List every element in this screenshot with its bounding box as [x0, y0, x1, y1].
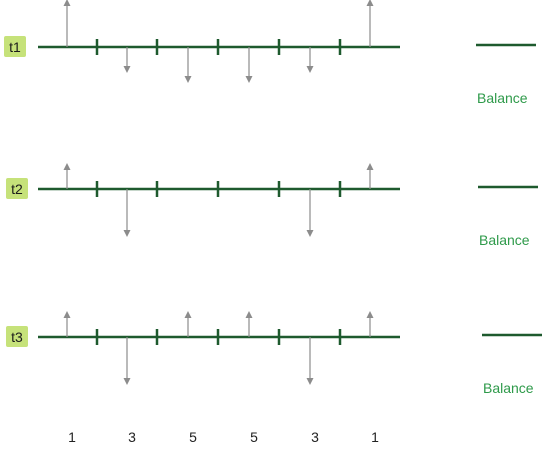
timelines-group: t1 Balance t2 Balance t3 Balance [4, 0, 542, 396]
arrowhead [63, 311, 71, 318]
arrowhead [306, 66, 314, 73]
outflow-arrow [123, 189, 131, 237]
arrowhead [63, 163, 71, 170]
timeline-row-t2: t2 Balance [6, 163, 538, 248]
arrowhead [306, 230, 314, 237]
column-label-3: 5 [189, 429, 197, 445]
inflow-arrow [245, 311, 253, 337]
row-label: t2 [11, 181, 23, 197]
arrowhead [245, 311, 253, 318]
column-label-4: 5 [250, 429, 258, 445]
arrowhead [366, 0, 374, 6]
arrowhead [366, 163, 374, 170]
arrowhead [123, 66, 131, 73]
arrowhead [306, 378, 314, 385]
outflow-arrow [306, 189, 314, 237]
column-label-5: 3 [311, 429, 319, 445]
column-label-6: 1 [371, 429, 379, 445]
row-label: t1 [9, 39, 21, 55]
timeline-row-t3: t3 Balance [6, 311, 542, 396]
row-label-highlight [6, 178, 28, 199]
outflow-arrow [306, 47, 314, 73]
row-label-highlight [4, 36, 26, 57]
timeline-row-t1: t1 Balance [4, 0, 536, 106]
balance-label: Balance [477, 90, 528, 106]
row-label-highlight [6, 326, 28, 347]
outflow-arrow [123, 47, 131, 73]
arrowhead [366, 311, 374, 318]
column-label-2: 3 [128, 429, 136, 445]
inflow-arrow [63, 311, 71, 337]
inflow-arrow [184, 311, 192, 337]
inflow-arrow [366, 311, 374, 337]
inflow-arrow [63, 0, 71, 47]
row-label: t3 [11, 329, 23, 345]
arrowhead [123, 230, 131, 237]
column-label-1: 1 [68, 429, 76, 445]
inflow-arrow [366, 163, 374, 189]
balance-label: Balance [483, 380, 534, 396]
column-labels-group: 1 3 5 5 3 1 [68, 429, 379, 445]
arrowhead [184, 76, 192, 83]
arrowhead [123, 378, 131, 385]
outflow-arrow [123, 337, 131, 385]
arrowhead [184, 311, 192, 318]
balance-label: Balance [479, 232, 530, 248]
outflow-arrow [184, 47, 192, 83]
arrowhead [63, 0, 71, 6]
outflow-arrow [306, 337, 314, 385]
inflow-arrow [366, 0, 374, 47]
arrowhead [245, 76, 253, 83]
outflow-arrow [245, 47, 253, 83]
inflow-arrow [63, 163, 71, 189]
